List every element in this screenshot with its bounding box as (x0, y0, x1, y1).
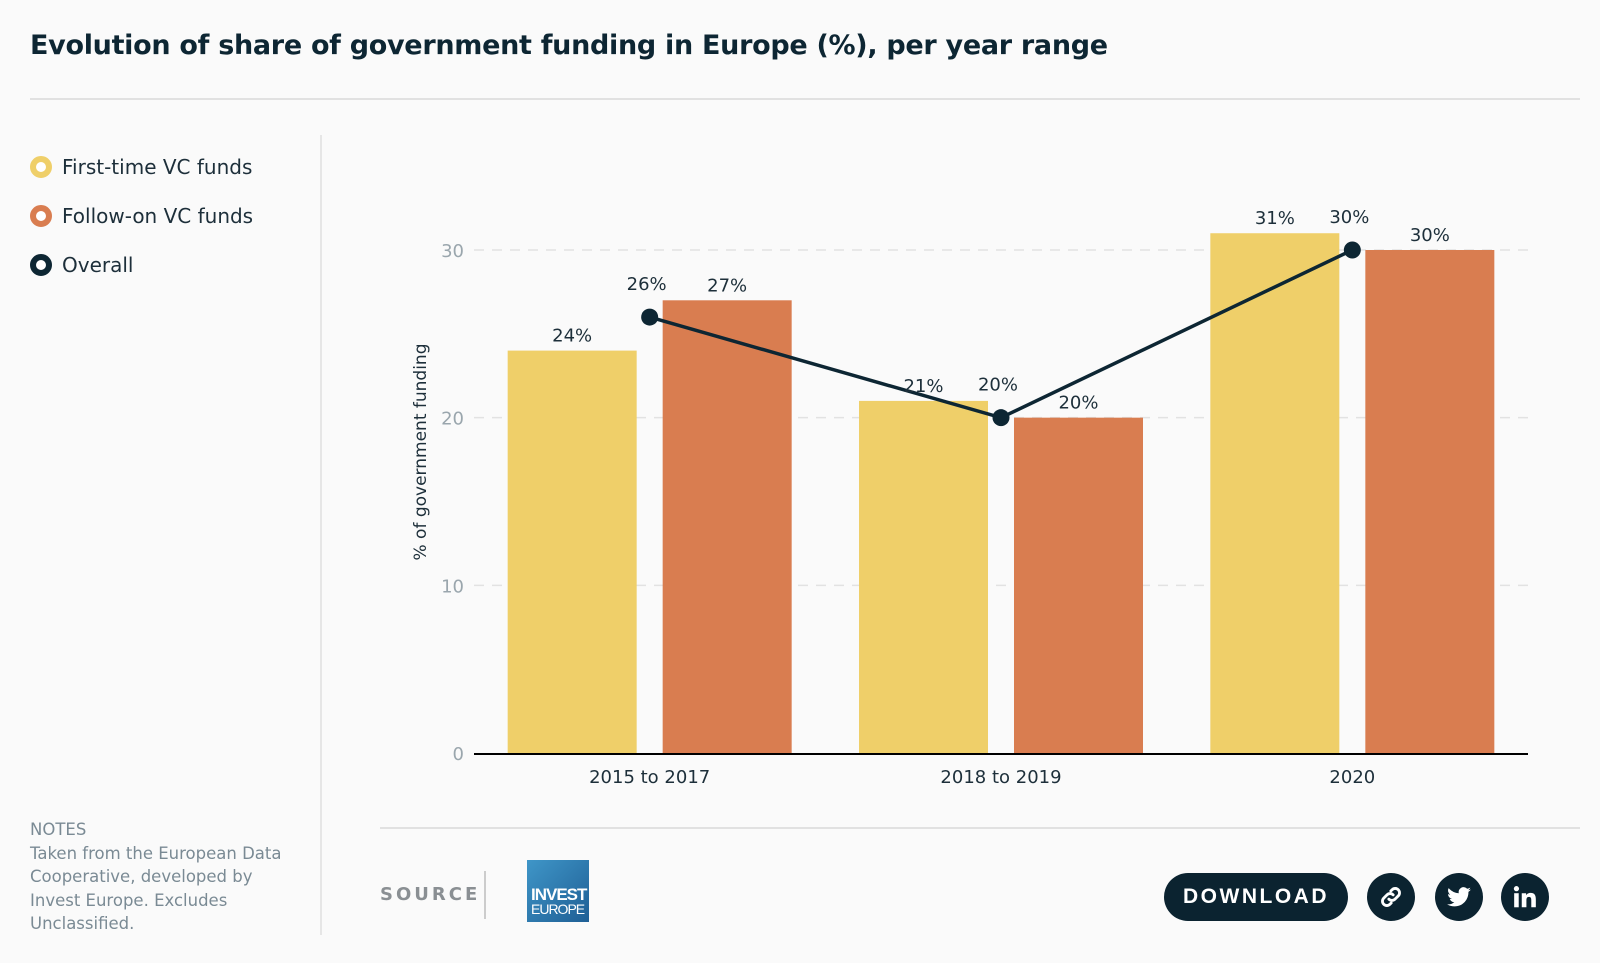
line-data-label: 26% (627, 274, 667, 295)
legend-item-overall[interactable]: Overall (30, 240, 253, 289)
bar-follow-on[interactable] (662, 300, 792, 753)
y-tick-label: 30 (441, 241, 464, 262)
source-divider (484, 871, 486, 919)
overall-point[interactable] (992, 409, 1010, 427)
link-icon (1381, 887, 1401, 907)
notes: NOTES Taken from the European Data Coope… (30, 818, 290, 936)
legend-dot-icon (30, 253, 52, 276)
legend: First-time VC funds Follow-on VC funds O… (30, 142, 253, 289)
bar-first-time[interactable] (859, 400, 988, 753)
legend-dot-icon (30, 155, 52, 178)
bar-data-label: 24% (552, 326, 592, 347)
copy-link-button[interactable] (1367, 873, 1415, 921)
sidebar-divider (320, 135, 322, 935)
y-tick-label: 0 (453, 744, 464, 765)
footer-divider (380, 827, 1580, 829)
line-data-label: 30% (1329, 207, 1369, 228)
legend-label: Follow-on VC funds (62, 203, 254, 228)
bar-data-label: 21% (903, 376, 943, 397)
source-label: SOURCE (380, 884, 481, 905)
linkedin-icon (1513, 886, 1536, 908)
bar-first-time[interactable] (1210, 233, 1340, 753)
overall-point[interactable] (641, 308, 659, 326)
twitter-icon (1447, 887, 1471, 907)
notes-text: Taken from the European Data Cooperative… (30, 843, 282, 934)
bar-data-label: 20% (1058, 393, 1098, 414)
legend-dot-icon (30, 204, 52, 227)
bar-data-label: 31% (1255, 208, 1295, 229)
legend-item-first-time[interactable]: First-time VC funds (30, 142, 253, 191)
legend-label: First-time VC funds (62, 154, 253, 179)
bar-first-time[interactable] (507, 350, 637, 753)
x-tick-label: 2015 to 2017 (589, 767, 710, 788)
bar-data-label: 27% (707, 275, 747, 296)
bar-data-label: 30% (1410, 225, 1450, 246)
overall-point[interactable] (1343, 241, 1361, 259)
title-divider (30, 98, 1580, 100)
x-tick-label: 2018 to 2019 (940, 767, 1061, 788)
logo-text-2: EUROPE (531, 901, 585, 917)
legend-label: Overall (62, 252, 134, 277)
notes-title: NOTES (30, 820, 87, 839)
bar-follow-on[interactable] (1014, 417, 1143, 753)
invest-europe-logo[interactable]: INVEST EUROPE (527, 860, 589, 922)
legend-item-follow-on[interactable]: Follow-on VC funds (30, 191, 253, 240)
logo-text-1: INVEST (531, 885, 587, 904)
download-button[interactable]: DOWNLOAD (1164, 873, 1348, 921)
linkedin-share-button[interactable] (1501, 873, 1549, 921)
x-tick-label: 2020 (1329, 767, 1375, 788)
twitter-share-button[interactable] (1435, 873, 1483, 921)
line-data-label: 20% (978, 375, 1018, 396)
y-tick-label: 20 (441, 409, 464, 430)
bar-follow-on[interactable] (1365, 250, 1495, 753)
y-tick-label: 10 (441, 576, 464, 597)
chart-title: Evolution of share of government funding… (30, 30, 1108, 61)
y-axis-label: % of government funding (411, 344, 431, 561)
